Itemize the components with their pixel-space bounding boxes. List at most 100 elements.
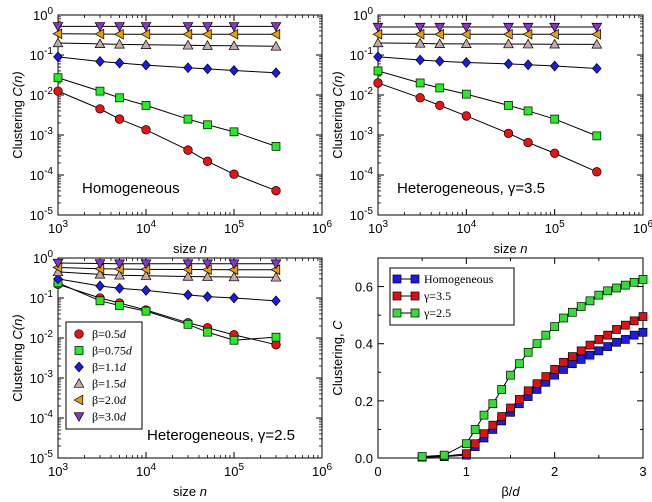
data-point <box>559 357 568 367</box>
data-point <box>497 385 507 394</box>
x-tick-exp: 5 <box>238 219 244 230</box>
y-tick-exp: -3 <box>364 126 373 137</box>
data-point <box>522 28 533 40</box>
data-point <box>94 28 105 40</box>
series-line <box>57 56 277 74</box>
data-point <box>182 28 193 40</box>
x-axis-label-text: size <box>173 484 200 499</box>
y-tick-base: 10 <box>33 251 47 266</box>
data-point <box>603 342 613 351</box>
series-line <box>57 266 276 271</box>
legend-label-text: β=3.0 <box>92 410 120 424</box>
data-point <box>140 270 152 280</box>
data-point <box>638 275 648 284</box>
data-point <box>629 316 639 326</box>
data-point <box>549 28 559 40</box>
x-tick-exp: 5 <box>238 462 244 473</box>
data-point <box>460 28 471 40</box>
data-point <box>612 325 621 334</box>
y-tick-base: 10 <box>353 8 367 23</box>
series-1-5d <box>372 37 603 49</box>
data-point <box>594 346 604 356</box>
data-point <box>115 93 124 103</box>
data-point <box>271 67 281 79</box>
data-point <box>229 169 239 179</box>
data-point <box>52 22 64 32</box>
legend-box <box>65 321 143 430</box>
series-0-5d <box>53 86 281 196</box>
y-tick-label: 10-4 <box>30 409 54 426</box>
y-tick-exp: -2 <box>44 329 53 340</box>
x-axis-label-var: d <box>512 484 520 499</box>
y-tick-exp: -2 <box>44 86 53 97</box>
data-point <box>53 86 63 96</box>
legend-marker <box>73 412 85 423</box>
data-point <box>229 65 239 76</box>
y-tick-label: 10-4 <box>30 166 54 183</box>
x-tick-label: 104 <box>456 219 476 236</box>
data-point <box>373 78 383 88</box>
y-tick-base: 10 <box>350 168 364 183</box>
data-point <box>114 38 125 49</box>
y-axis-label-var: C <box>330 320 345 330</box>
x-axis-label-text: β/ <box>501 484 512 499</box>
data-point <box>594 335 604 344</box>
data-point <box>479 410 489 420</box>
data-point <box>94 22 106 32</box>
x-axis-label: size n <box>494 241 528 256</box>
data-point <box>541 330 551 340</box>
legend-marker <box>410 308 420 318</box>
x-tick-exp: 3 <box>382 219 388 230</box>
data-point <box>592 167 602 177</box>
x-tick-label: 106 <box>312 219 332 236</box>
data-point <box>503 128 514 138</box>
data-point <box>53 273 63 285</box>
legend-marker <box>74 361 84 373</box>
data-point <box>435 83 445 93</box>
series-1-5d <box>52 266 282 282</box>
legend-label: β=1.5d <box>92 377 127 391</box>
data-point <box>523 347 533 357</box>
data-point <box>576 355 586 364</box>
x-tick-base: 10 <box>48 464 62 479</box>
panel-label: Homogeneous <box>82 180 180 197</box>
x-tick-base: 10 <box>136 464 150 479</box>
data-point <box>202 259 213 270</box>
y-axis-label-text: Clustering <box>10 97 25 159</box>
x-tick-exp: 6 <box>326 219 332 230</box>
series-3-0d <box>52 258 282 270</box>
data-point <box>183 62 193 74</box>
data-point <box>114 114 125 124</box>
x-tick-label: 105 <box>545 219 565 236</box>
y-tick-label: 10-2 <box>350 86 374 103</box>
plot-frame <box>57 257 323 459</box>
data-point <box>228 40 240 50</box>
y-tick-label: 0.6 <box>355 280 373 295</box>
data-point <box>271 186 281 196</box>
data-point <box>95 280 105 292</box>
x-tick-exp: 6 <box>647 219 652 230</box>
y-tick-base: 10 <box>350 88 364 103</box>
data-point <box>461 57 472 68</box>
y-tick-label: 0.0 <box>355 451 373 466</box>
data-point <box>95 86 105 96</box>
x-axis-label: size n <box>173 484 207 499</box>
x-axis-label-text: size <box>494 241 521 256</box>
y-tick-label: 0.2 <box>355 394 373 409</box>
data-point <box>506 370 515 380</box>
x-axis-label-var: n <box>200 484 207 499</box>
data-point <box>94 38 106 48</box>
data-point <box>114 22 125 32</box>
y-axis-label-text: Clustering <box>330 97 345 159</box>
x-tick-base: 10 <box>312 221 326 236</box>
series-line <box>377 42 597 45</box>
data-point <box>504 101 513 110</box>
y-tick-exp: -4 <box>364 166 373 177</box>
x-tick-label: 106 <box>633 219 652 236</box>
legend-label: β=1.1d <box>92 360 127 374</box>
series-line <box>57 271 276 278</box>
x-tick-label: 105 <box>224 219 244 236</box>
data-point <box>592 63 602 74</box>
